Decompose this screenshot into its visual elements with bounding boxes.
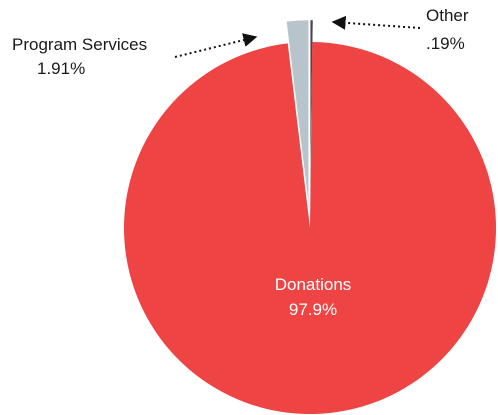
callout-arrow-program-services bbox=[174, 33, 258, 58]
slice-label-program-services: Program Services bbox=[12, 35, 147, 54]
slice-value-donations: 97.9% bbox=[289, 300, 337, 319]
callout-arrow-other bbox=[331, 15, 421, 30]
pie-slice-other bbox=[309, 19, 314, 207]
slice-label-other: Other bbox=[426, 6, 469, 25]
slice-value-other: .19% bbox=[426, 34, 465, 53]
slice-label-donations: Donations bbox=[275, 275, 352, 294]
pie-slice-program-services bbox=[286, 19, 309, 207]
pie-slice-donations bbox=[124, 42, 497, 415]
slice-value-program-services: 1.91% bbox=[37, 59, 85, 78]
